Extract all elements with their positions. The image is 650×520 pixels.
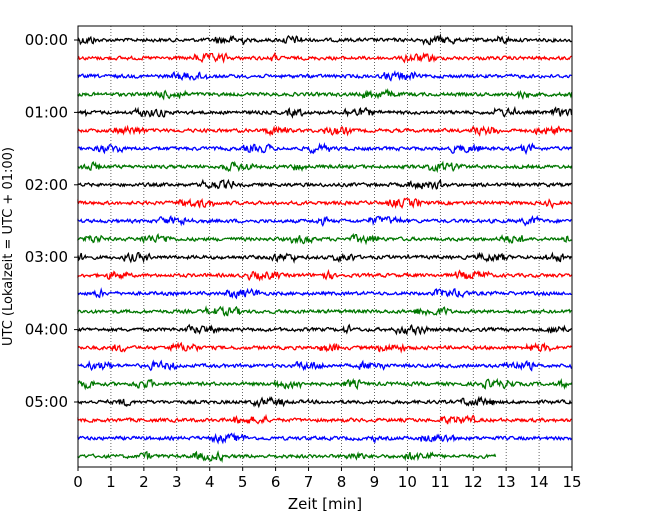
trace-1 bbox=[77, 51, 572, 64]
trace-11 bbox=[77, 232, 572, 246]
trace-4 bbox=[77, 105, 573, 119]
trace-5 bbox=[77, 124, 573, 137]
trace-12 bbox=[77, 251, 572, 264]
trace-7 bbox=[77, 160, 573, 174]
x-tick-label-4: 4 bbox=[205, 473, 215, 491]
x-tick-label-13: 13 bbox=[497, 473, 516, 491]
trace-10 bbox=[77, 214, 572, 228]
y-axis-ticks: 00:00 01:00 02:00 03:00 04:00 05:00 bbox=[25, 31, 78, 411]
trace-20 bbox=[77, 395, 572, 409]
x-tick-label-8: 8 bbox=[337, 473, 347, 491]
y-tick-label-1: 01:00 bbox=[25, 103, 68, 121]
x-tick-label-15: 15 bbox=[562, 473, 581, 491]
x-tick-label-2: 2 bbox=[139, 473, 149, 491]
y-tick-label-3: 03:00 bbox=[25, 248, 68, 266]
trace-19 bbox=[77, 377, 573, 391]
trace-22 bbox=[77, 432, 573, 445]
trace-16 bbox=[77, 323, 572, 337]
trace-13 bbox=[77, 268, 573, 282]
y-tick-label-4: 04:00 bbox=[25, 321, 68, 339]
trace-14 bbox=[77, 287, 572, 300]
x-tick-label-6: 6 bbox=[271, 473, 281, 491]
x-tick-label-7: 7 bbox=[304, 473, 314, 491]
trace-17 bbox=[77, 341, 573, 354]
x-tick-label-14: 14 bbox=[530, 473, 549, 491]
trace-21 bbox=[77, 413, 572, 425]
x-tick-label-10: 10 bbox=[398, 473, 417, 491]
x-tick-label-9: 9 bbox=[370, 473, 380, 491]
trace-23 bbox=[77, 450, 497, 464]
trace-2 bbox=[77, 70, 572, 82]
trace-0 bbox=[77, 33, 572, 46]
y-tick-label-0: 00:00 bbox=[25, 31, 68, 49]
trace-18 bbox=[77, 359, 573, 372]
x-tick-label-0: 0 bbox=[73, 473, 83, 491]
x-tick-label-11: 11 bbox=[431, 473, 450, 491]
x-tick-label-1: 1 bbox=[106, 473, 116, 491]
trace-6 bbox=[77, 141, 573, 156]
y-tick-label-2: 02:00 bbox=[25, 176, 68, 194]
trace-9 bbox=[77, 197, 573, 210]
trace-15 bbox=[77, 305, 572, 317]
trace-3 bbox=[77, 87, 573, 101]
plot-frame bbox=[77, 25, 573, 468]
x-tick-label-3: 3 bbox=[172, 473, 182, 491]
x-axis-label: Zeit [min] bbox=[288, 495, 362, 513]
seismic-traces bbox=[77, 33, 573, 464]
y-axis-label: UTC (Lokalzeit = UTC + 01:00) bbox=[1, 147, 16, 346]
y-tick-label-5: 05:00 bbox=[25, 393, 68, 411]
x-tick-label-5: 5 bbox=[238, 473, 248, 491]
x-tick-label-12: 12 bbox=[464, 473, 483, 491]
trace-8 bbox=[77, 178, 572, 191]
x-axis-ticks: 0 1 2 3 4 5 6 7 8 9 10 11 12 13 14 15 bbox=[73, 467, 582, 491]
